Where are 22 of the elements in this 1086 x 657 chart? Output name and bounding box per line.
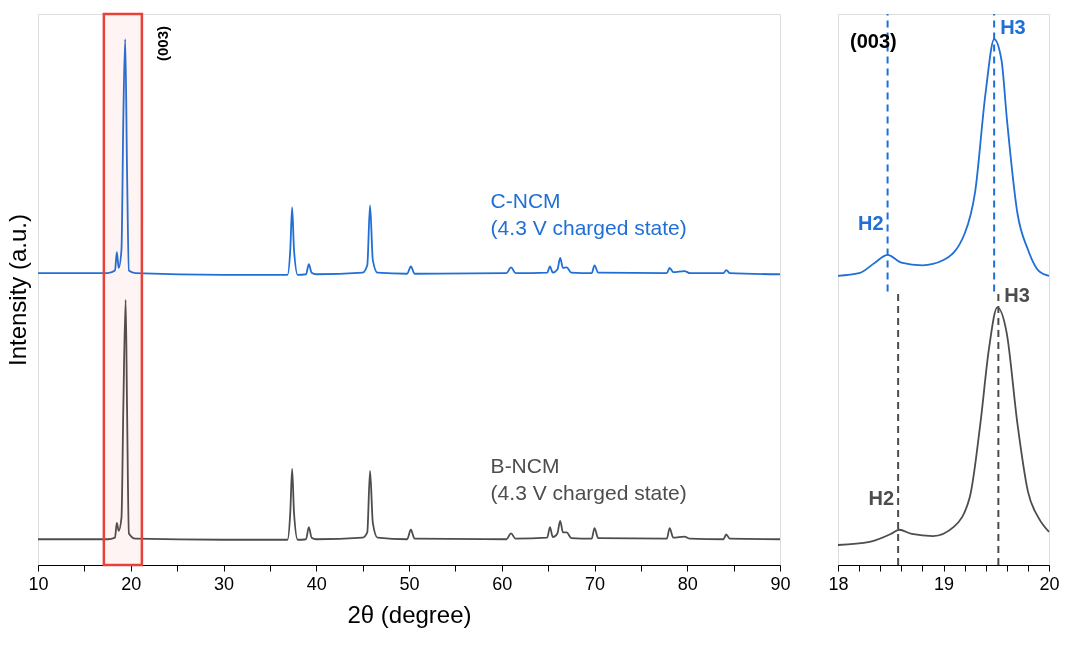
x-tick-label: 20	[121, 573, 142, 594]
x-tick-label: 30	[213, 573, 235, 594]
ref-line-label: H3	[1004, 284, 1030, 307]
x-axis-title: 2θ (degree)	[347, 600, 472, 628]
x-tick-label: 90	[770, 573, 791, 594]
x-tick-label: 10	[28, 573, 49, 594]
series-label: C-NCM (4.3 V charged state)	[490, 188, 687, 239]
ref-line-label: H2	[858, 211, 884, 234]
y-axis-title: Intensity (a.u.)	[3, 213, 31, 367]
x-tick-label: 50	[399, 573, 420, 594]
ref-line-label: H2	[868, 486, 895, 509]
ref-line-label: H3	[1000, 16, 1026, 39]
x-tick-label: 80	[677, 573, 698, 594]
x-tick-label: 19	[933, 573, 955, 594]
x-tick-label: 18	[828, 573, 849, 594]
x-tick-label: 70	[584, 573, 606, 594]
band-label: (003)	[153, 26, 171, 62]
x-tick-label: 20	[1039, 573, 1060, 594]
x-tick-label: 40	[306, 573, 327, 594]
x-tick-label: 60	[492, 573, 513, 594]
series-label: B-NCM (4.3 V charged state)	[490, 453, 687, 504]
annotation: (003)	[850, 30, 897, 52]
